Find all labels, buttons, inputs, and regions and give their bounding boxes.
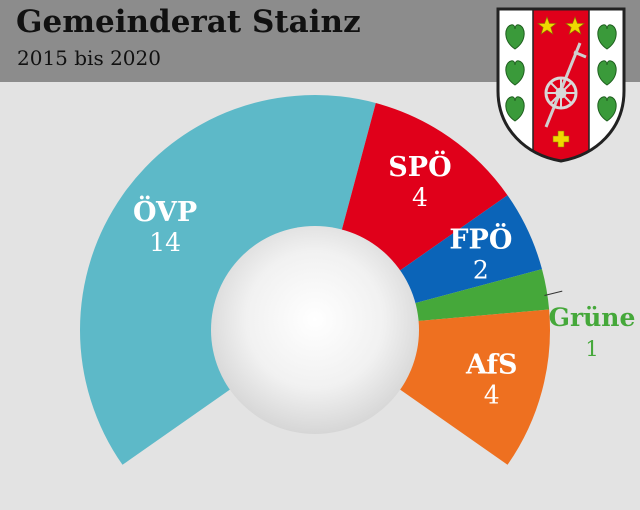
value-afs: 4 xyxy=(484,380,500,409)
value-spo: 4 xyxy=(412,183,428,212)
label-afs: AfS xyxy=(465,349,518,380)
coat-of-arms-icon xyxy=(496,7,626,163)
slice-spo xyxy=(339,103,508,276)
slice-fpo xyxy=(392,195,542,306)
value-grune: 1 xyxy=(585,337,598,361)
label-ovp: ÖVP xyxy=(133,194,197,228)
chart-title: Gemeinderat Stainz xyxy=(16,4,361,40)
slice-grune xyxy=(406,269,550,322)
value-fpo: 2 xyxy=(473,256,489,285)
label-spo: SPÖ xyxy=(388,149,451,183)
value-ovp: 14 xyxy=(149,228,181,257)
leader-line-grune xyxy=(544,290,563,297)
donut-hole xyxy=(211,226,419,434)
chart-subtitle: 2015 bis 2020 xyxy=(17,46,161,70)
label-fpo: FPÖ xyxy=(449,222,512,256)
slice-afs xyxy=(392,309,550,465)
label-grune: Grüne xyxy=(549,303,636,332)
